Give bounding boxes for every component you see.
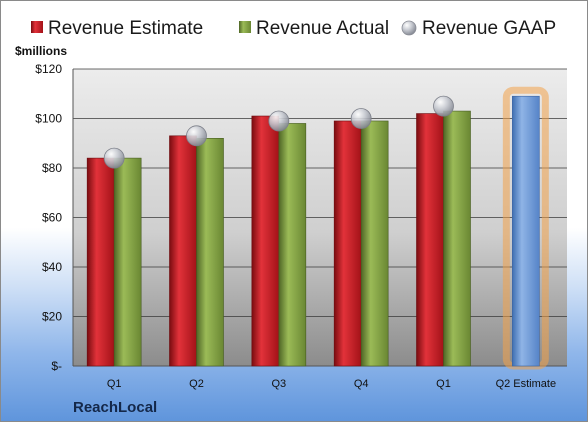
legend-swatch-revenue-actual (239, 21, 251, 33)
y-tick-label: $40 (42, 260, 62, 274)
gridlines (72, 68, 567, 367)
y-tick-label: $120 (35, 62, 62, 76)
x-category-label: Q1 (436, 378, 451, 390)
x-axis-labels: Q1 Q2 Q3 Q4 Q1 Q2 Estimate (107, 378, 556, 390)
bar-q2-estimate (512, 95, 540, 367)
bar-revenue-estimate (416, 113, 444, 367)
gaap-markers (103, 95, 454, 169)
legend-label-revenue-estimate: Revenue Estimate (48, 18, 203, 39)
y-axis-ticks: $- $20 $40 $60 $80 $100 $120 (35, 62, 62, 373)
y-tick-label: $80 (42, 161, 62, 175)
y-tick-label: $100 (35, 112, 62, 126)
marker-revenue-gaap (268, 110, 290, 132)
x-category-label: Q4 (354, 378, 369, 390)
marker-revenue-gaap (433, 95, 454, 117)
bar-revenue-estimate (251, 115, 280, 367)
bar-revenue-actual (113, 157, 142, 367)
bar-revenue-estimate (169, 135, 197, 367)
legend: Revenue Estimate Revenue Actual Revenue … (31, 18, 556, 39)
legend-marker-revenue-gaap (401, 20, 417, 36)
bar-revenue-actual (278, 123, 307, 367)
y-tick-label: $60 (42, 211, 62, 225)
marker-revenue-gaap (350, 108, 372, 129)
bar-revenue-estimate (333, 120, 362, 367)
legend-label-revenue-gaap: Revenue GAAP (422, 18, 556, 39)
bar-revenue-estimate (86, 157, 115, 367)
y-tick-label: $20 (42, 310, 62, 324)
bar-revenue-actual (360, 120, 389, 367)
company-name: ReachLocal (73, 399, 157, 416)
legend-label-revenue-actual: Revenue Actual (256, 18, 389, 39)
x-category-label: Q2 (189, 378, 204, 390)
x-category-label: Q3 (271, 378, 286, 390)
x-category-label: Q2 Estimate (496, 378, 557, 390)
x-category-label: Q1 (107, 378, 122, 390)
unit-label: $millions (15, 44, 67, 58)
bar-revenue-actual (443, 110, 471, 367)
bars (86, 86, 549, 370)
bar-revenue-actual (196, 138, 224, 367)
y-tick-label: $- (51, 359, 62, 373)
marker-revenue-gaap (186, 125, 207, 147)
legend-swatch-revenue-estimate (31, 21, 43, 33)
marker-revenue-gaap (103, 147, 125, 169)
